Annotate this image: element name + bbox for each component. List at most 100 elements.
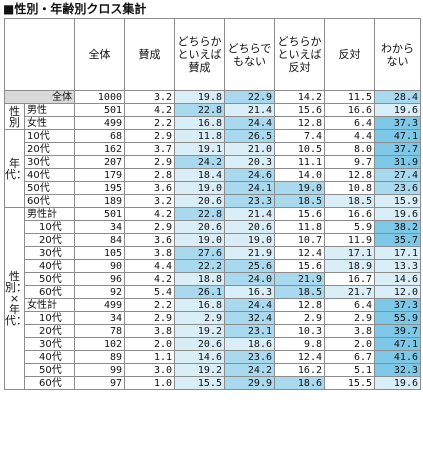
value-cell: 6.7 <box>324 350 375 364</box>
value-cell: 179 <box>74 168 125 182</box>
value-cell: 3.2 <box>124 90 175 104</box>
value-cell: 18.9 <box>324 259 375 273</box>
row-label: 10代 <box>24 311 75 325</box>
value-cell: 2.0 <box>124 337 175 351</box>
row-label: 10代 <box>24 220 75 234</box>
value-cell: 18.4 <box>174 168 225 182</box>
value-cell: 23.3 <box>224 194 275 208</box>
row-label: 30代 <box>24 246 75 260</box>
value-cell: 2.9 <box>124 220 175 234</box>
value-cell: 35.7 <box>374 233 421 247</box>
table-row: 20代 162 3.7 19.1 21.0 10.5 8.0 37.7 <box>5 142 421 156</box>
value-cell: 102 <box>74 337 125 351</box>
value-cell: 28.4 <box>374 90 421 104</box>
value-cell: 89 <box>74 350 125 364</box>
value-cell: 2.9 <box>124 155 175 169</box>
value-cell: 3.7 <box>124 142 175 156</box>
value-cell: 7.4 <box>274 129 325 143</box>
value-cell: 17.1 <box>374 246 421 260</box>
value-cell: 2.2 <box>124 298 175 312</box>
value-cell: 15.6 <box>274 259 325 273</box>
value-cell: 3.8 <box>124 246 175 260</box>
value-cell: 207 <box>74 155 125 169</box>
value-cell: 22.2 <box>174 259 225 273</box>
value-cell: 16.8 <box>174 298 225 312</box>
value-cell: 96 <box>74 272 125 286</box>
value-cell: 2.9 <box>324 311 375 325</box>
table-row: 50代 96 4.2 18.8 24.0 21.9 16.7 14.6 <box>5 272 421 286</box>
value-cell: 20.6 <box>174 337 225 351</box>
value-cell: 19.0 <box>174 233 225 247</box>
table-row: 40代 89 1.1 14.6 23.6 12.4 6.7 41.6 <box>5 350 421 364</box>
value-cell: 189 <box>74 194 125 208</box>
value-cell: 1.1 <box>124 350 175 364</box>
row-label: 60代 <box>24 194 75 208</box>
value-cell: 38.2 <box>374 220 421 234</box>
col-header: 反対 <box>324 18 375 91</box>
value-cell: 105 <box>74 246 125 260</box>
table-row: 50代 99 3.0 19.2 24.2 16.2 5.1 32.3 <box>5 363 421 377</box>
value-cell: 9.8 <box>274 337 325 351</box>
table-row: 女性 499 2.2 16.8 24.4 12.8 6.4 37.3 <box>5 116 421 130</box>
value-cell: 31.9 <box>374 155 421 169</box>
value-cell: 501 <box>74 207 125 221</box>
row-label: 女性計 <box>24 298 75 312</box>
value-cell: 20.6 <box>174 194 225 208</box>
value-cell: 14.6 <box>374 272 421 286</box>
value-cell: 24.4 <box>224 116 275 130</box>
value-cell: 16.3 <box>224 285 275 299</box>
value-cell: 20.6 <box>224 220 275 234</box>
row-label: 50代 <box>24 363 75 377</box>
value-cell: 19.1 <box>174 142 225 156</box>
value-cell: 21.4 <box>224 207 275 221</box>
value-cell: 11.1 <box>274 155 325 169</box>
value-cell: 21.4 <box>224 103 275 117</box>
value-cell: 195 <box>74 181 125 195</box>
value-cell: 16.7 <box>324 272 375 286</box>
row-label: 20代 <box>24 233 75 247</box>
group-label: 年代： <box>4 129 25 208</box>
table-row: 60代 97 1.0 15.5 29.9 18.6 15.5 19.6 <box>5 376 421 390</box>
value-cell: 3.6 <box>124 181 175 195</box>
value-cell: 19.6 <box>374 103 421 117</box>
value-cell: 29.9 <box>224 376 275 390</box>
row-label: 50代 <box>24 181 75 195</box>
value-cell: 92 <box>74 285 125 299</box>
table-row: 全体 1000 3.2 19.8 22.9 14.2 11.5 28.4 <box>4 90 421 104</box>
col-header: 全体 <box>74 18 125 91</box>
value-cell: 47.1 <box>374 129 421 143</box>
value-cell: 37.7 <box>374 142 421 156</box>
value-cell: 12.8 <box>274 298 325 312</box>
value-cell: 55.9 <box>374 311 421 325</box>
row-label: 50代 <box>24 272 75 286</box>
value-cell: 24.0 <box>224 272 275 286</box>
value-cell: 16.6 <box>324 207 375 221</box>
value-cell: 11.8 <box>274 220 325 234</box>
value-cell: 13.3 <box>374 259 421 273</box>
value-cell: 12.8 <box>274 116 325 130</box>
col-header: どちらかといえば賛成 <box>174 18 225 91</box>
col-header: どちらでもない <box>224 18 275 91</box>
row-label: 男性計 <box>24 207 75 221</box>
value-cell: 2.9 <box>174 311 225 325</box>
value-cell: 19.0 <box>274 181 325 195</box>
value-cell: 19.0 <box>174 181 225 195</box>
value-cell: 24.2 <box>224 363 275 377</box>
value-cell: 14.6 <box>174 350 225 364</box>
value-cell: 4.2 <box>124 103 175 117</box>
value-cell: 22.9 <box>224 90 275 104</box>
value-cell: 4.2 <box>124 272 175 286</box>
value-cell: 16.6 <box>324 103 375 117</box>
value-cell: 2.9 <box>124 129 175 143</box>
value-cell: 20.6 <box>174 220 225 234</box>
value-cell: 23.1 <box>224 324 275 338</box>
row-label: 20代 <box>24 142 75 156</box>
value-cell: 21.0 <box>224 142 275 156</box>
value-cell: 18.8 <box>174 272 225 286</box>
value-cell: 99 <box>74 363 125 377</box>
value-cell: 4.2 <box>124 207 175 221</box>
value-cell: 1000 <box>74 90 125 104</box>
value-cell: 162 <box>74 142 125 156</box>
value-cell: 10.3 <box>274 324 325 338</box>
